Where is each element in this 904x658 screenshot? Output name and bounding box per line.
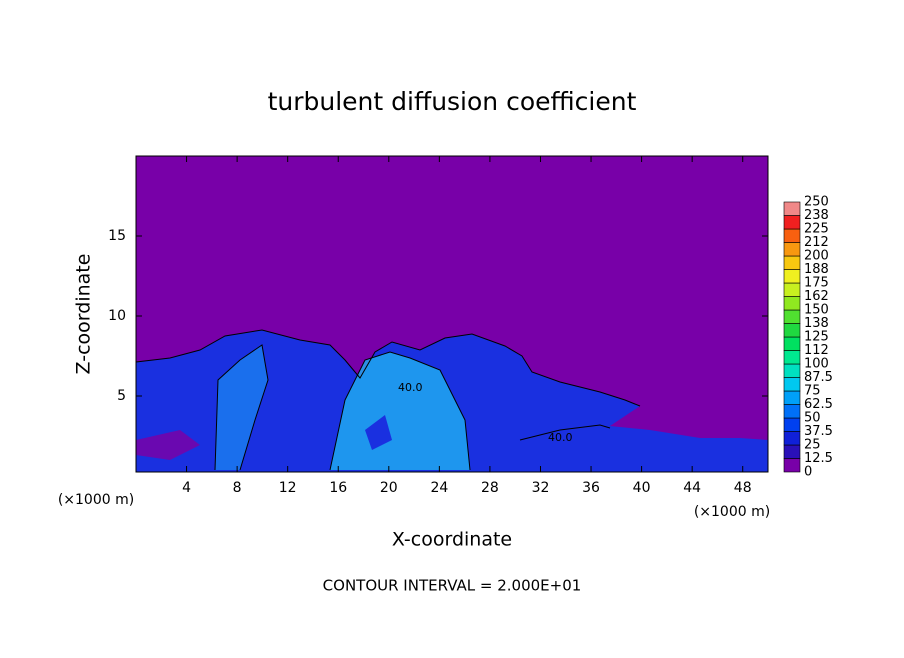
field-region [365,415,392,450]
x-tick-label: 40 [633,480,651,496]
x-tick-label: 36 [582,480,600,496]
colorbar-label: 0 [804,465,812,480]
y-tick-label: 15 [108,228,126,244]
colorbar-label: 112 [804,343,829,358]
colorbar-label: 62.5 [804,397,833,412]
colorbar-box [783,296,801,311]
colorbar-label: 175 [804,276,829,291]
colorbar-label: 75 [804,384,821,399]
x-unit: (×1000 m) [694,504,770,520]
x-tick-label: 28 [481,480,499,496]
x-unit: (×1000 m) [58,492,134,508]
colorbar-label: 238 [804,208,829,223]
y-tick-label: 10 [108,308,126,324]
contour-label: 40.0 [548,431,573,444]
x-tick-label: 4 [182,480,191,496]
colorbar-box [783,458,801,473]
contour-line [214,344,611,471]
field-region [136,430,200,460]
plot-frame [135,155,769,473]
colorbar-box [783,269,801,284]
colorbar-label: 25 [804,438,821,453]
colorbar-box [783,228,801,243]
colorbar-box [783,215,801,230]
x-tick-label: 20 [380,480,398,496]
colorbar-label: 188 [804,262,829,277]
colorbar-label: 250 [804,195,829,210]
colorbar-box [783,309,801,324]
colorbar-label: 100 [804,357,829,372]
x-tick-label: 44 [683,480,701,496]
colorbar-label: 12.5 [804,451,833,466]
x-tick-label: 24 [430,480,448,496]
colorbar-box [783,323,801,338]
colorbar-label: 125 [804,330,829,345]
colorbar-box [783,390,801,405]
colorbar-label: 200 [804,249,829,264]
colorbar-box [783,417,801,432]
field-region [215,345,268,470]
colorbar-box [783,444,801,459]
y-axis-title: Z-coordinate [73,254,95,375]
colorbar-box [783,377,801,392]
colorbar-box [783,363,801,378]
x-tick-label: 32 [532,480,550,496]
colorbar-box [783,350,801,365]
contour-label: 40.0 [398,381,423,394]
colorbar-box [783,282,801,297]
contour-line [135,329,641,407]
colorbar-box [783,431,801,446]
x-tick-label: 16 [329,480,347,496]
colorbar-label: 225 [804,222,829,237]
colorbar-label: 37.5 [804,424,833,439]
x-tick-label: 48 [734,480,752,496]
x-tick-label: 8 [233,480,242,496]
colorbar-box [783,255,801,270]
y-tick-label: 5 [117,388,126,404]
colorbar-label: 212 [804,235,829,250]
colorbar-label: 162 [804,289,829,304]
colorbar-box [783,336,801,351]
x-axis-title: X-coordinate [392,529,512,551]
chart-title: turbulent diffusion coefficient [268,87,637,116]
colorbar-label: 50 [804,411,821,426]
colorbar-box [783,404,801,419]
colorbar-label: 138 [804,316,829,331]
colorbar-box [783,242,801,257]
field-region [330,352,470,470]
footer-note: CONTOUR INTERVAL = 2.000E+01 [323,577,582,595]
colorbar-label: 150 [804,303,829,318]
x-tick-label: 12 [279,480,297,496]
colorbar-box [783,201,801,216]
colorbar-label: 87.5 [804,370,833,385]
